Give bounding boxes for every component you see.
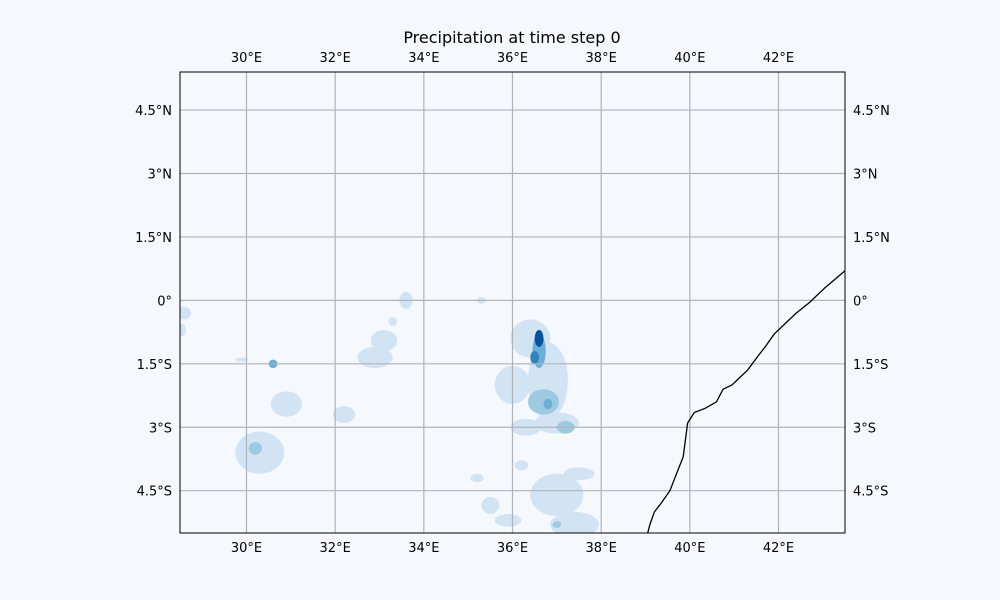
lon-tick-label-bottom: 30°E <box>231 541 262 556</box>
precip-cell-28 <box>550 511 599 533</box>
lon-tick-label-bottom: 34°E <box>408 541 439 556</box>
lat-tick-label-left: 4.5°S <box>137 485 172 500</box>
lat-tick-label-left: 1.5°S <box>137 358 172 373</box>
precip-cell-26 <box>494 513 522 527</box>
lon-tick-label-bottom: 42°E <box>763 541 794 556</box>
lon-tick-label-top: 38°E <box>586 51 617 66</box>
precip-cell-27 <box>530 473 584 517</box>
precip-cell-24 <box>470 473 484 483</box>
precip-cell-9 <box>370 329 398 352</box>
lat-tick-label-right: 1.5°N <box>853 231 890 246</box>
lat-tick-label-left: 3°N <box>148 168 173 183</box>
precip-cell-2 <box>235 357 249 362</box>
lat-tick-label-right: 3°N <box>853 168 878 183</box>
graticule-layer <box>180 72 845 533</box>
lat-tick-label-right: 4.5°S <box>853 485 888 500</box>
precip-cell-29 <box>563 467 595 481</box>
lon-tick-label-bottom: 32°E <box>320 541 351 556</box>
precip-cell-18 <box>530 351 540 364</box>
precip-cell-0 <box>180 306 192 320</box>
precip-cell-17 <box>534 329 544 347</box>
lat-tick-label-left: 3°S <box>149 421 172 436</box>
lat-tick-label-right: 1.5°S <box>853 358 888 373</box>
precip-cell-1 <box>180 323 186 337</box>
lon-tick-label-top: 30°E <box>231 51 262 66</box>
lon-tick-label-top: 36°E <box>497 51 528 66</box>
lon-tick-label-bottom: 36°E <box>497 541 528 556</box>
map-frame <box>179 71 846 534</box>
precipitation-layer <box>180 291 599 533</box>
map-title: Precipitation at time step 0 <box>403 28 620 47</box>
lon-tick-label-top: 32°E <box>320 51 351 66</box>
precip-cell-20 <box>543 398 553 410</box>
lon-tick-label-bottom: 38°E <box>586 541 617 556</box>
lat-tick-label-right: 3°S <box>853 421 876 436</box>
lon-tick-label-top: 42°E <box>763 51 794 66</box>
precip-cell-25 <box>481 497 500 514</box>
lon-tick-label-bottom: 40°E <box>674 541 705 556</box>
precip-cell-7 <box>332 406 356 424</box>
precip-cell-30 <box>514 460 529 471</box>
lon-tick-label-top: 34°E <box>408 51 439 66</box>
precip-cell-4 <box>270 391 302 417</box>
precip-cell-11 <box>388 317 398 326</box>
lat-tick-label-left: 0° <box>157 294 172 309</box>
precip-cell-6 <box>248 442 263 455</box>
precip-cell-19 <box>528 389 560 415</box>
lat-tick-label-right: 4.5°N <box>853 104 890 119</box>
lon-tick-label-top: 40°E <box>674 51 705 66</box>
lat-tick-label-right: 0° <box>853 294 868 309</box>
lat-tick-label-left: 1.5°N <box>135 231 172 246</box>
coastline <box>647 270 845 533</box>
precip-cell-8 <box>357 346 393 369</box>
coastline-layer <box>647 270 845 533</box>
tick-labels: 30°E 30°E 32°E 32°E 34°E 34°E 36°E 36°E 38°E 38°E… <box>135 51 890 556</box>
precip-cell-31 <box>552 521 562 528</box>
lat-tick-label-left: 4.5°N <box>135 104 172 119</box>
